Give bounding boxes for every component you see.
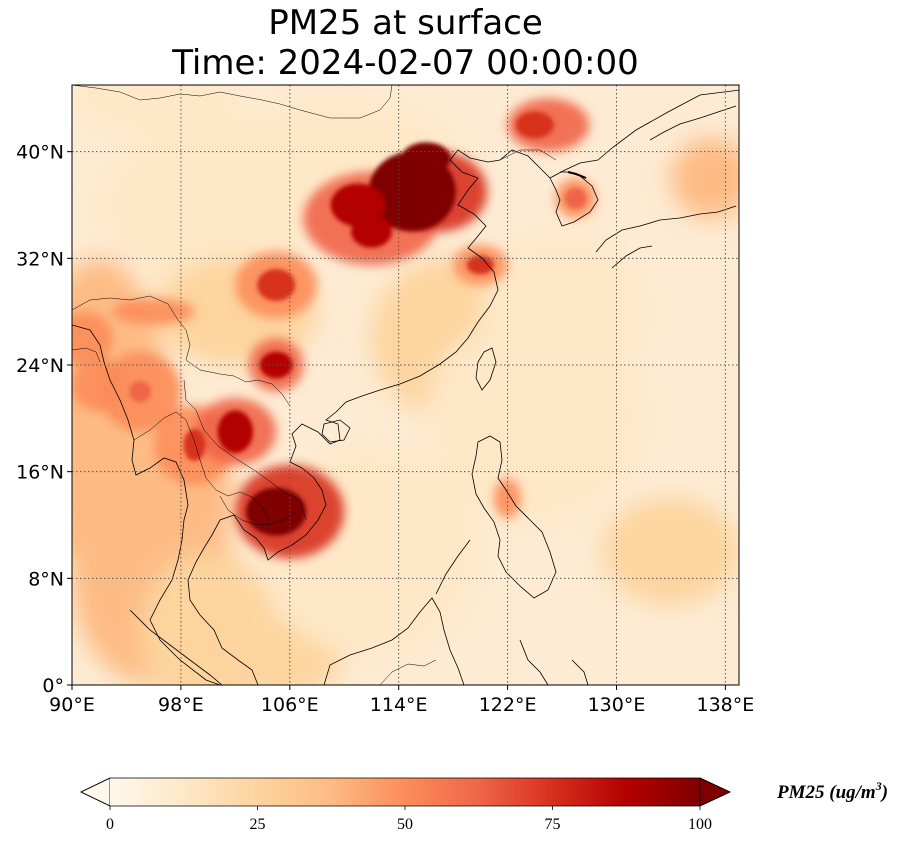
colorbar-tick-label: 0	[106, 816, 114, 833]
pm25-background-patch	[99, 125, 318, 285]
border-myanmar-china	[72, 295, 291, 407]
coastline-taiwan	[475, 347, 497, 391]
colorbar-gradient	[110, 778, 700, 806]
pm25-hotspot	[351, 215, 392, 248]
lat-tick-label: 40°N	[16, 142, 64, 164]
coastline-sumatra	[129, 609, 223, 685]
colorbar-tick-label: 100	[688, 816, 712, 833]
pm25-hotspot	[257, 269, 296, 301]
pm25-mid-patch	[72, 311, 113, 365]
lon-tick-label: 98°E	[158, 694, 204, 716]
lon-tick-label: 138°E	[696, 694, 754, 716]
coastline-gulf-of-thailand	[187, 514, 259, 685]
lat-tick-label: 16°N	[16, 462, 64, 484]
pm25-hotspot	[401, 142, 451, 175]
pm25-background-patch	[670, 138, 739, 219]
border-borneo	[379, 659, 437, 685]
coastline-lake-korea-border	[567, 171, 587, 179]
pm25-mid-patch	[112, 298, 195, 325]
map-title: PM25 at surface	[268, 3, 543, 43]
coastline-malay-andaman	[149, 504, 221, 685]
lon-tick-label: 122°E	[479, 694, 537, 716]
coastline-borneo	[323, 597, 465, 685]
longitude-labels: 90°E 98°E 106°E 114°E 122°E 130°E 138°E	[49, 694, 754, 716]
lat-tick-label: 0°	[42, 675, 64, 697]
country-borders	[72, 85, 557, 685]
colorbar-max-extension	[699, 777, 731, 807]
pm25-mid-patch	[72, 358, 127, 412]
latitude-labels: 0° 8°N 16°N 24°N 32°N 40°N	[16, 142, 64, 697]
lat-tick-label: 32°N	[16, 248, 64, 270]
pm25-hotspot	[183, 429, 206, 461]
border-cambodia	[219, 495, 297, 526]
pm25-background-patch	[602, 498, 739, 605]
coastline-vietnam	[233, 467, 327, 561]
border-china-north	[72, 85, 393, 119]
coastlines	[72, 89, 739, 685]
border-thailand	[133, 411, 271, 523]
coastline-japan	[595, 105, 737, 269]
map-time-subtitle: Time: 2024-02-07 00:00:00	[172, 43, 639, 83]
colorbar-min-extension	[80, 777, 111, 807]
lat-tick-label: 8°N	[28, 568, 64, 590]
gridlines	[72, 85, 739, 685]
coastline-palawan	[435, 539, 471, 595]
colorbar: 0 25 50 75 100 PM25 (ug/m3)	[80, 777, 888, 833]
colorbar-tick-label: 50	[397, 816, 413, 833]
coastline-hainan	[321, 419, 351, 443]
lat-tick-label: 24°N	[16, 355, 64, 377]
coastline-philippines	[471, 435, 557, 599]
pm25-field	[72, 85, 739, 685]
coastline-sulawesi-new-guinea	[519, 639, 589, 685]
pm25-background-patch	[72, 85, 236, 139]
axis-ticks	[67, 151, 726, 690]
lon-tick-label: 90°E	[49, 694, 95, 716]
pm25-hotspot	[515, 111, 554, 139]
pm25-hotspot	[129, 381, 151, 403]
colorbar-tick-label: 75	[545, 816, 561, 833]
pm25-hotspot	[466, 255, 494, 275]
pm25-hotspot	[217, 410, 254, 453]
border-korea-china	[499, 149, 557, 161]
lon-tick-label: 106°E	[261, 694, 319, 716]
lon-tick-label: 130°E	[588, 694, 646, 716]
border-laos-vietnam	[183, 379, 307, 521]
colorbar-label: PM25 (ug/m3)	[776, 779, 888, 803]
pm25-hotspot	[564, 187, 587, 209]
pm25-background-patch	[480, 231, 644, 392]
pm25-hotspot	[246, 487, 307, 536]
pm25-background-patch	[180, 618, 345, 685]
lon-tick-label: 114°E	[370, 694, 428, 716]
map-frame	[71, 84, 740, 686]
colorbar-tick-label: 25	[250, 816, 266, 833]
border-india-bangladesh	[72, 347, 101, 363]
